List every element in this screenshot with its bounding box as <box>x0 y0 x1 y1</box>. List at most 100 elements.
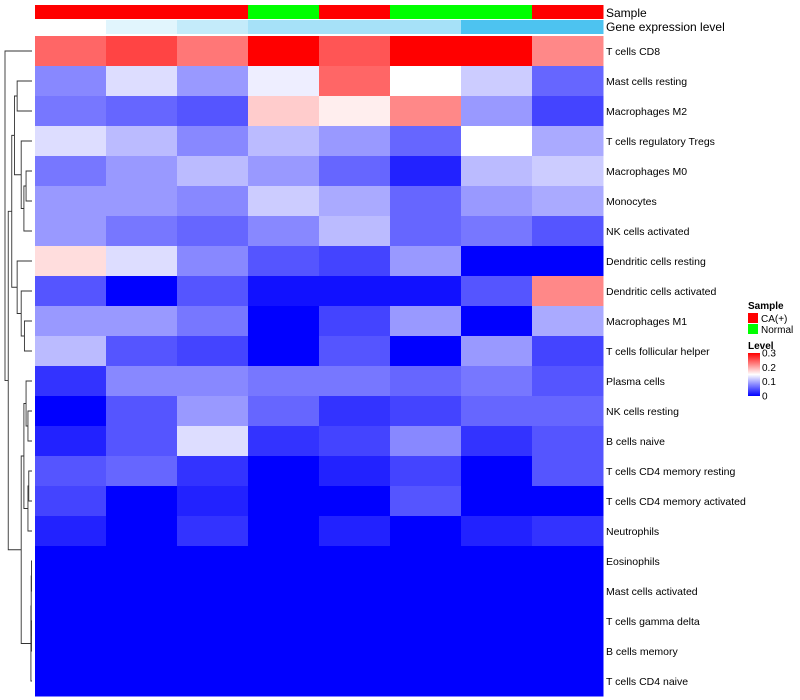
heatmap-cell <box>106 126 178 157</box>
heatmap-cell <box>106 456 178 487</box>
heatmap-cell <box>177 96 249 127</box>
heatmap-cell <box>532 456 604 487</box>
heatmap-cell <box>390 456 462 487</box>
heatmap-cell <box>35 126 107 157</box>
heatmap-cell <box>390 606 462 637</box>
heatmap-cell <box>319 246 391 277</box>
legend: Sample CA(+)Normal Level 0.3 0.2 0.1 0 <box>748 301 793 403</box>
heatmap-cell <box>35 336 107 367</box>
row-label: T cells CD4 naive <box>606 676 688 688</box>
heatmap-cell <box>177 66 249 97</box>
heatmap-cell <box>106 36 178 67</box>
legend-sample-label: CA(+) <box>761 314 787 325</box>
row-label: Plasma cells <box>606 376 665 388</box>
heatmap-cell <box>106 246 178 277</box>
heatmap-cell <box>177 366 249 397</box>
heatmap-cell <box>106 306 178 337</box>
row-label: Neutrophils <box>606 526 659 538</box>
heatmap-cell <box>106 426 178 457</box>
row-label: NK cells activated <box>606 226 690 238</box>
sample-annotation-cell <box>461 5 533 19</box>
heatmap-cell <box>390 246 462 277</box>
row-label: Macrophages M2 <box>606 106 687 118</box>
heatmap-cell <box>177 576 249 607</box>
heatmap-cell <box>319 366 391 397</box>
heatmap-cell <box>319 276 391 307</box>
heatmap-cell <box>319 126 391 157</box>
heatmap-cell <box>248 606 320 637</box>
heatmap-cell <box>532 156 604 187</box>
dendrogram-branch <box>27 410 32 442</box>
heatmap-cell <box>532 336 604 367</box>
row-label: Mast cells resting <box>606 76 687 88</box>
heatmap-cell <box>177 186 249 217</box>
heatmap-cell <box>106 666 178 697</box>
heatmap-cell <box>248 186 320 217</box>
heatmap-cell <box>461 456 533 487</box>
heatmap-cell <box>461 606 533 637</box>
heatmap-cell <box>248 666 320 697</box>
heatmap-cell <box>461 276 533 307</box>
sample-annotation-cell <box>177 5 249 19</box>
expression-annotation-bar <box>35 20 604 34</box>
heatmap-cell <box>319 456 391 487</box>
expression-annotation-cell <box>248 20 320 34</box>
expression-annotation-cell <box>461 20 533 34</box>
heatmap-cell <box>390 66 462 97</box>
heatmap-cell <box>248 426 320 457</box>
heatmap-cell <box>319 66 391 97</box>
heatmap-cell <box>106 96 178 127</box>
heatmap-cell <box>177 606 249 637</box>
heatmap-cell <box>106 276 178 307</box>
row-label: T cells CD4 memory resting <box>606 466 735 478</box>
heatmap-cell <box>177 246 249 277</box>
heatmap-cell <box>461 546 533 577</box>
sample-annotation-cell <box>248 5 320 19</box>
heatmap-cell <box>35 276 107 307</box>
heatmap-cell <box>177 306 249 337</box>
heatmap-cell <box>35 246 107 277</box>
dendrogram-branch <box>16 80 32 112</box>
expression-annotation-cell <box>35 20 107 34</box>
dendrogram-branch <box>28 470 32 502</box>
heatmap-cell <box>106 216 178 247</box>
heatmap-cell <box>461 36 533 67</box>
row-label: Macrophages M0 <box>606 166 687 178</box>
heatmap-cell <box>461 96 533 127</box>
expression-annotation-cell <box>177 20 249 34</box>
dendrogram-branch <box>7 210 22 551</box>
legend-level-tick-label: 0.3 <box>762 349 776 360</box>
heatmap-cell <box>106 336 178 367</box>
dendrogram-branch <box>25 170 32 202</box>
heatmap-cell <box>248 366 320 397</box>
sample-annotation-bar <box>35 5 604 19</box>
heatmap-cell <box>248 456 320 487</box>
heatmap-cell <box>461 336 533 367</box>
heatmap-cell <box>461 126 533 157</box>
heatmap-cell <box>177 36 249 67</box>
heatmap-cell <box>319 576 391 607</box>
heatmap-cell <box>319 336 391 367</box>
heatmap-cell <box>390 216 462 247</box>
heatmap-cell <box>35 306 107 337</box>
heatmap-cell <box>390 156 462 187</box>
heatmap-cell <box>35 606 107 637</box>
heatmap-cell <box>106 186 178 217</box>
heatmap-cell <box>106 156 178 187</box>
heatmap-cell <box>532 36 604 67</box>
heatmap-cells <box>35 36 604 697</box>
heatmap-cell <box>106 546 178 577</box>
heatmap-cell <box>461 516 533 547</box>
heatmap-cell <box>177 216 249 247</box>
heatmap-cell <box>319 36 391 67</box>
heatmap-cell <box>461 576 533 607</box>
heatmap-cell <box>461 426 533 457</box>
heatmap-cell <box>532 246 604 277</box>
heatmap-cell <box>35 546 107 577</box>
heatmap-cell <box>177 276 249 307</box>
heatmap-cell <box>390 396 462 427</box>
heatmap-cell <box>390 366 462 397</box>
heatmap-cell <box>35 516 107 547</box>
heatmap-cell <box>35 666 107 697</box>
heatmap-cell <box>390 186 462 217</box>
